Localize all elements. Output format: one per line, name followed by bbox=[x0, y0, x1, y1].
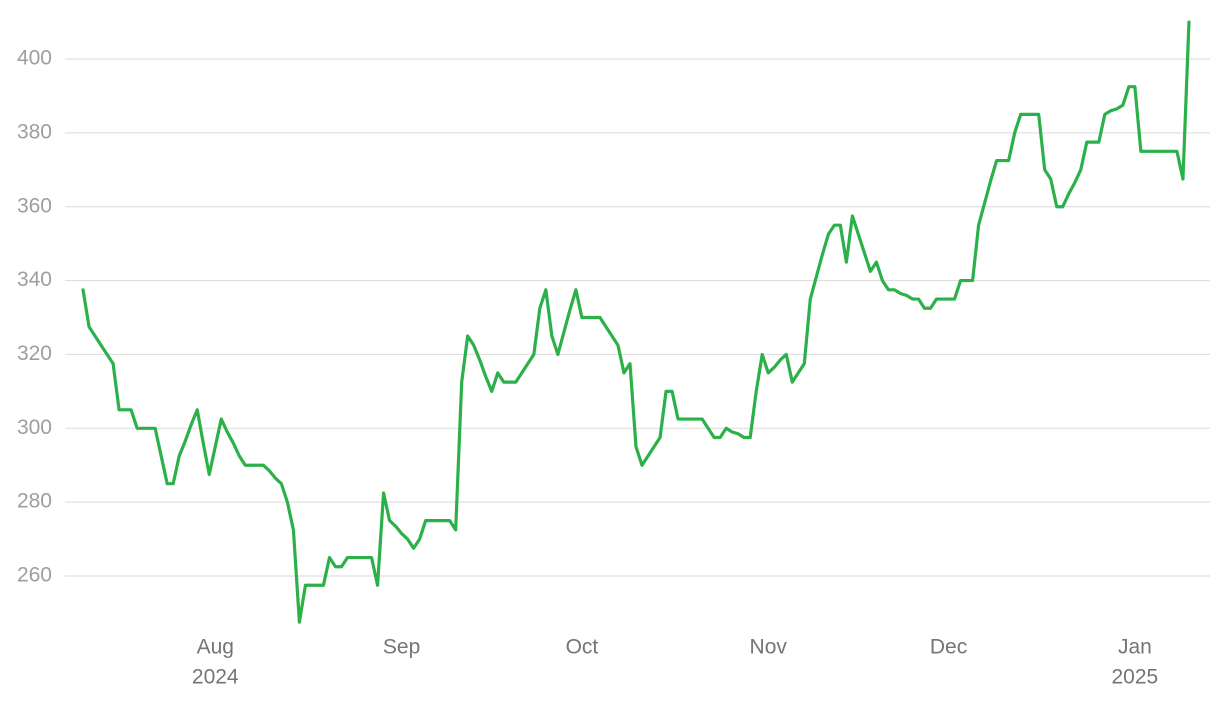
x-tick-label: Oct bbox=[566, 636, 599, 659]
price-line bbox=[81, 20, 1191, 624]
y-tick-label: 360 bbox=[17, 194, 52, 217]
x-tick-label: Dec bbox=[930, 636, 967, 659]
y-tick-label: 280 bbox=[17, 490, 52, 513]
x-tick-label: Nov bbox=[750, 636, 788, 659]
x-year-label: 2024 bbox=[192, 666, 239, 689]
y-tick-label: 260 bbox=[17, 564, 52, 587]
y-tick-label: 300 bbox=[17, 416, 52, 439]
y-tick-label: 400 bbox=[17, 47, 52, 70]
x-year-label: 2025 bbox=[1112, 666, 1159, 689]
x-tick-label: Sep bbox=[383, 636, 420, 659]
y-tick-label: 340 bbox=[17, 268, 52, 291]
x-tick-label: Aug bbox=[197, 636, 234, 659]
y-tick-label: 380 bbox=[17, 120, 52, 143]
x-tick-label: Jan bbox=[1118, 636, 1152, 659]
y-tick-label: 320 bbox=[17, 342, 52, 365]
